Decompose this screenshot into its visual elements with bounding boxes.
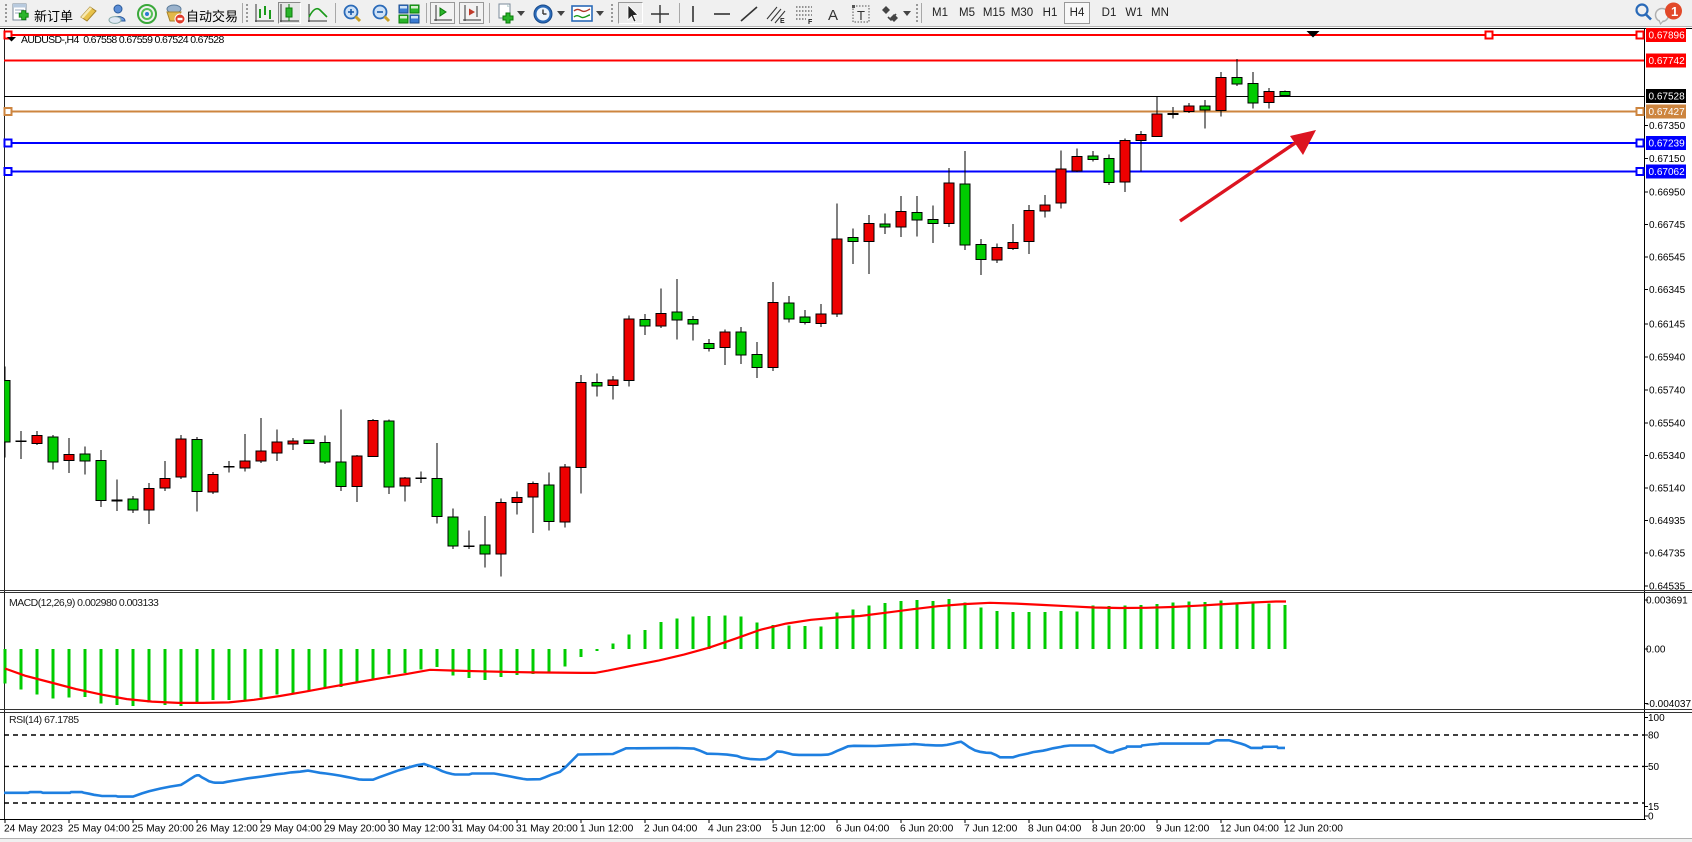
svg-text:F: F: [808, 19, 813, 26]
svg-text:0.67239: 0.67239: [1649, 139, 1686, 150]
svg-text:9 Jun 12:00: 9 Jun 12:00: [1156, 824, 1210, 835]
svg-text:0.65340: 0.65340: [1649, 451, 1686, 462]
svg-text:0.64935: 0.64935: [1649, 516, 1686, 527]
svg-text:0.65540: 0.65540: [1649, 419, 1686, 430]
svg-text:E: E: [780, 18, 785, 25]
svg-text:26 May 12:00: 26 May 12:00: [196, 824, 258, 835]
svg-text:-0.004037: -0.004037: [1646, 699, 1691, 710]
svg-text:25 May 04:00: 25 May 04:00: [68, 824, 130, 835]
svg-text:0.64535: 0.64535: [1649, 582, 1686, 593]
svg-text:0.003691: 0.003691: [1646, 596, 1688, 607]
svg-text:A: A: [828, 7, 838, 24]
svg-text:50: 50: [1648, 762, 1660, 773]
svg-text:0.66145: 0.66145: [1649, 320, 1686, 331]
svg-text:4 Jun 23:00: 4 Jun 23:00: [708, 824, 762, 835]
svg-text:6 Jun 04:00: 6 Jun 04:00: [836, 824, 890, 835]
svg-text:0.65940: 0.65940: [1649, 353, 1686, 364]
svg-text:15: 15: [1648, 802, 1660, 813]
svg-text:0.65140: 0.65140: [1649, 484, 1686, 495]
svg-text:29 May 04:00: 29 May 04:00: [260, 824, 322, 835]
svg-text:T: T: [857, 8, 865, 23]
svg-text:0.67896: 0.67896: [1649, 31, 1686, 42]
svg-text:24 May 2023: 24 May 2023: [4, 824, 63, 835]
svg-text:1: 1: [1671, 4, 1678, 19]
svg-text:0.00: 0.00: [1646, 645, 1666, 656]
svg-text:12 Jun 04:00: 12 Jun 04:00: [1220, 824, 1279, 835]
svg-text:0: 0: [1648, 812, 1654, 823]
svg-text:1 Jun 12:00: 1 Jun 12:00: [580, 824, 634, 835]
svg-text:31 May 04:00: 31 May 04:00: [452, 824, 514, 835]
svg-text:12 Jun 20:00: 12 Jun 20:00: [1284, 824, 1343, 835]
svg-text:0.67062: 0.67062: [1649, 167, 1686, 178]
svg-text:MACD(12,26,9) 0.002980 0.00313: MACD(12,26,9) 0.002980 0.003133: [9, 597, 159, 609]
svg-text:0.64735: 0.64735: [1649, 549, 1686, 560]
svg-text:0.67742: 0.67742: [1649, 56, 1686, 67]
svg-text:100: 100: [1648, 713, 1665, 724]
svg-text:0.65740: 0.65740: [1649, 386, 1686, 397]
svg-text:29 May 20:00: 29 May 20:00: [324, 824, 386, 835]
svg-text:0.67427: 0.67427: [1649, 107, 1686, 118]
svg-text:25 May 20:00: 25 May 20:00: [132, 824, 194, 835]
svg-text:8 Jun 04:00: 8 Jun 04:00: [1028, 824, 1082, 835]
svg-text:0.66950: 0.66950: [1649, 188, 1686, 199]
svg-text:31 May 20:00: 31 May 20:00: [516, 824, 578, 835]
svg-text:80: 80: [1648, 731, 1660, 742]
svg-text:7 Jun 12:00: 7 Jun 12:00: [964, 824, 1018, 835]
svg-text:0.67350: 0.67350: [1649, 121, 1686, 132]
svg-text:8 Jun 20:00: 8 Jun 20:00: [1092, 824, 1146, 835]
svg-text:0.67150: 0.67150: [1649, 154, 1686, 165]
svg-text:5 Jun 12:00: 5 Jun 12:00: [772, 824, 826, 835]
svg-text:0.66545: 0.66545: [1649, 253, 1686, 264]
svg-text:RSI(14) 67.1785: RSI(14) 67.1785: [9, 714, 79, 726]
svg-text:0.66745: 0.66745: [1649, 220, 1686, 231]
svg-text:AUDUSD-,H4 0.67558 0.67559 0.: AUDUSD-,H4 0.67558 0.67559 0.67524 0.675…: [21, 34, 224, 46]
svg-text:30 May 12:00: 30 May 12:00: [388, 824, 450, 835]
svg-text:0.66345: 0.66345: [1649, 285, 1686, 296]
svg-text:0.67528: 0.67528: [1649, 92, 1686, 103]
svg-text:6 Jun 20:00: 6 Jun 20:00: [900, 824, 954, 835]
svg-text:2 Jun 04:00: 2 Jun 04:00: [644, 824, 698, 835]
